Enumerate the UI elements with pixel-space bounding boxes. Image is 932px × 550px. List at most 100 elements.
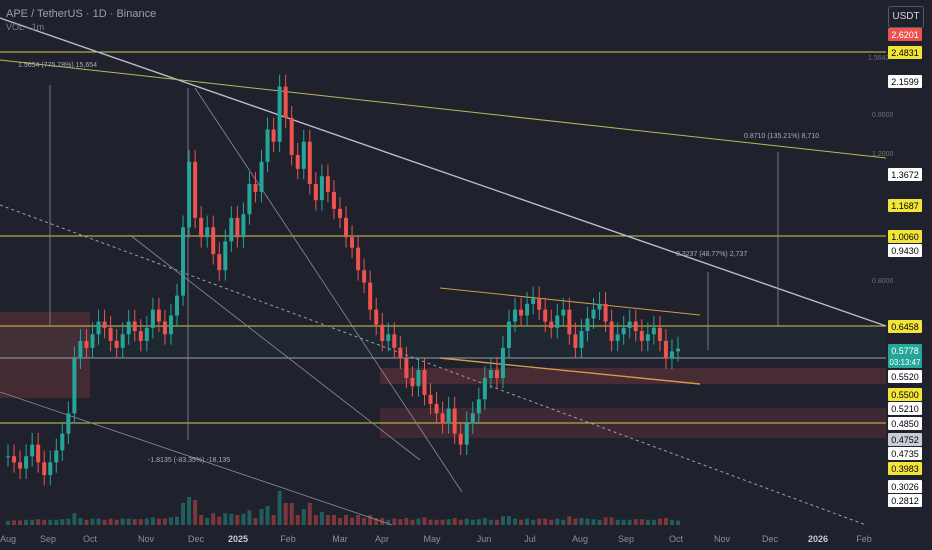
candle-body [555, 315, 560, 328]
candle-body [90, 334, 95, 348]
x-tick: May [423, 534, 441, 544]
volume-bar [168, 517, 173, 525]
candle-body [362, 270, 367, 283]
candle-body [525, 303, 530, 316]
price-tag: 2.6201 [891, 30, 919, 40]
price-tag-bg [888, 46, 922, 59]
volume-bar [108, 518, 113, 525]
volume-bar [494, 519, 499, 525]
candle-body [398, 347, 403, 359]
price-axis: 2.6201 2.4831 2.1599 1.3672 1.1687 1.0060 0.94… [888, 28, 922, 507]
x-tick: Aug [0, 534, 16, 544]
faded-label-1: 0.8000 [872, 112, 894, 119]
price-tag-bg [888, 168, 922, 181]
volume-bar [193, 500, 198, 525]
candle-body [217, 254, 222, 271]
volume-bar [567, 516, 572, 525]
volume-bar [144, 518, 149, 525]
price-tag: 0.4850 [891, 419, 919, 429]
volume-bar [319, 512, 324, 525]
volume-bar [247, 510, 252, 525]
candle-body [96, 321, 101, 335]
price-tag-bg [888, 433, 922, 446]
volume-bar [344, 515, 349, 525]
candle-body [669, 351, 674, 359]
price-tag: 0.9430 [891, 246, 919, 256]
candle-body [386, 334, 391, 341]
volume-bar [615, 519, 620, 525]
candle-body [476, 399, 481, 414]
volume-bar [543, 518, 548, 525]
volume-bar [609, 517, 614, 525]
candle-body [156, 309, 161, 322]
candle-body [259, 161, 264, 192]
volume-bar [187, 497, 192, 525]
volume-bar [525, 518, 530, 525]
candle-body [265, 129, 270, 162]
volume-bar [205, 518, 210, 525]
candle-body [253, 183, 258, 192]
candle-body [452, 408, 457, 434]
price-tag: 0.3026 [891, 482, 919, 492]
volume-bar [36, 519, 41, 525]
x-tick: Feb [280, 534, 296, 544]
volume-bar [482, 518, 487, 525]
volume-bar [603, 517, 608, 525]
x-tick: Jun [477, 534, 492, 544]
candle-body [84, 340, 89, 348]
price-tag: 0.3983 [891, 464, 919, 474]
candle-body [132, 321, 137, 332]
price-tag-bg [888, 344, 922, 368]
volume-bar [416, 518, 421, 525]
volume-bar [555, 518, 560, 525]
volume-bar [356, 515, 361, 525]
volume-bar [488, 519, 493, 525]
price-tag: 0.2812 [891, 496, 919, 506]
volume-bar [132, 519, 137, 525]
volume-bar [84, 519, 89, 525]
volume-bar [126, 518, 131, 525]
currency-button[interactable]: USDT [888, 6, 924, 28]
volume-bar [627, 519, 632, 525]
candle-body [187, 161, 192, 228]
price-tag-bg [888, 402, 922, 415]
volume-bar [476, 519, 481, 525]
volume-bar [337, 518, 342, 525]
volume-bar [404, 518, 409, 525]
candle-body [78, 340, 83, 359]
candle-body [283, 86, 288, 118]
zone-red-1 [380, 368, 886, 384]
price-tag: 1.3672 [891, 170, 919, 180]
candle-body [368, 282, 373, 310]
candle-body [307, 141, 312, 184]
volume-bar [259, 509, 264, 525]
candle-body [428, 394, 433, 404]
x-tick: Sep [40, 534, 56, 544]
x-tick: Mar [332, 534, 348, 544]
trend-dashed [0, 204, 867, 526]
candle-body [36, 444, 41, 463]
candle-body [627, 321, 632, 328]
x-tick: Sep [618, 534, 634, 544]
candle-body [168, 315, 173, 335]
price-tag: 1.0060 [891, 232, 919, 242]
symbol-title: APE / TetherUS · 1D · Binance [6, 8, 157, 20]
channel-bottom [439, 357, 701, 385]
volume-bar [549, 519, 554, 525]
candle-body [30, 444, 35, 457]
candle-body [639, 331, 644, 341]
volume-bar [458, 519, 463, 525]
volume-bar [506, 516, 511, 525]
volume-bar [66, 518, 71, 525]
volume-bar [446, 519, 451, 525]
volume-bar [271, 515, 276, 525]
trend-line-main [0, 17, 887, 327]
candle-body [235, 217, 240, 238]
volume-bar [331, 515, 336, 525]
price-tag-bg [888, 370, 922, 383]
candle-body [458, 433, 463, 445]
candle-body [488, 369, 493, 378]
candlesticks [6, 74, 680, 486]
candle-body [205, 227, 210, 238]
